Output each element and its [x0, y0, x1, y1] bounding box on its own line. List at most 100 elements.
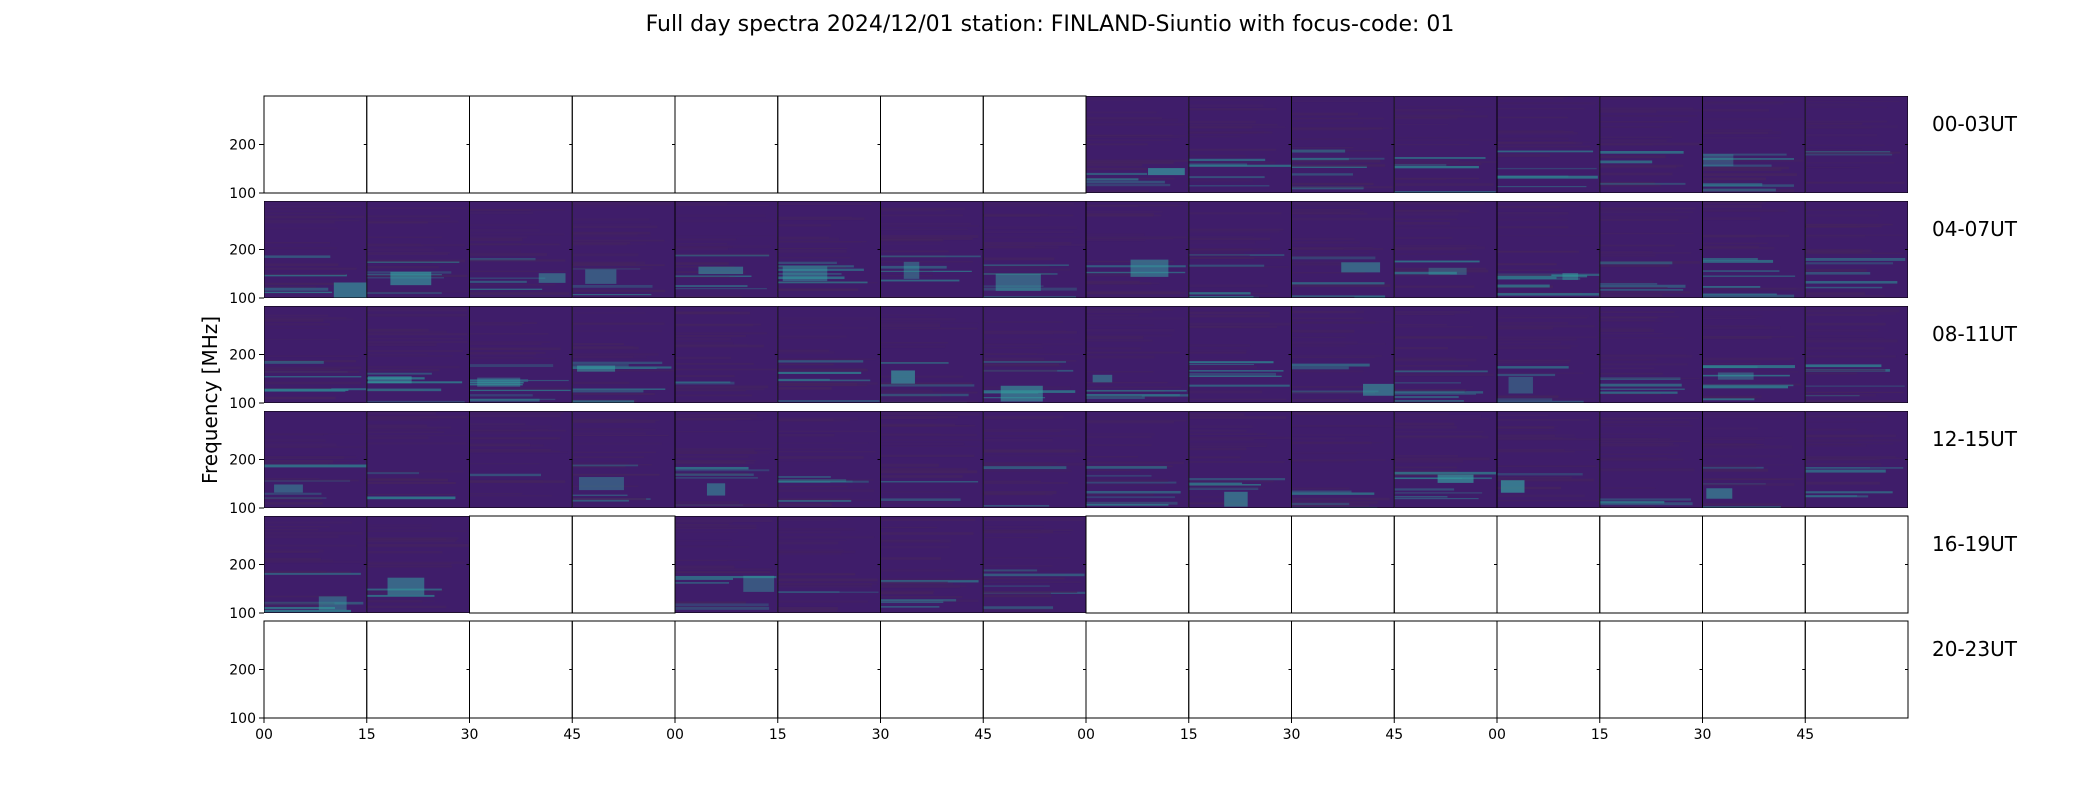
spectrum-streak — [264, 389, 349, 392]
row-label: 16-19UT — [1932, 532, 2018, 556]
spectrum-streak — [1188, 98, 1266, 101]
spectrum-streak — [264, 219, 360, 222]
spectrum-streak — [1599, 468, 1695, 472]
spectrum-streak — [777, 324, 843, 326]
spectrum-streak — [1599, 109, 1702, 112]
y-tick-label: 100 — [229, 501, 256, 517]
spectrum-streak — [880, 321, 941, 325]
spectrum-streak — [880, 481, 979, 483]
spectrum-streak — [1599, 367, 1655, 369]
spectrum-streak — [1599, 250, 1653, 253]
spectrum-streak — [572, 381, 630, 385]
spectrum-streak — [366, 220, 459, 223]
spectrum-streak — [1805, 106, 1888, 108]
panel-frame — [1291, 620, 1395, 719]
panel-background — [880, 516, 984, 613]
spectrum-panel — [1496, 620, 1601, 719]
spectrum-streak — [1497, 437, 1577, 440]
spectrum-streak — [777, 591, 879, 593]
spectrum-streak — [1599, 438, 1671, 441]
spectrum-streak — [1394, 144, 1470, 146]
panel-background — [1394, 201, 1497, 298]
spectrum-streak — [264, 559, 334, 563]
spectrum-streak — [1599, 150, 1684, 154]
spectrum-streak — [366, 538, 457, 541]
spectrum-streak — [366, 340, 468, 344]
spectrum-streak — [366, 215, 450, 218]
spectrum-streak — [1291, 210, 1364, 214]
spectrum-streak — [1805, 491, 1893, 494]
spectrum-streak — [880, 413, 980, 416]
spectrum-streak — [880, 260, 973, 263]
spectrum-streak — [572, 485, 639, 487]
spectrum-streak — [880, 545, 950, 549]
spectrum-streak — [264, 497, 327, 499]
spectrum-streak — [1086, 314, 1139, 317]
spectrum-streak — [1394, 269, 1489, 273]
spectrum-panel — [469, 306, 573, 403]
spectrum-streak — [1291, 272, 1366, 274]
spectrum-streak — [1599, 449, 1683, 452]
spectrum-streak — [1291, 146, 1354, 149]
spectrum-streak — [1188, 284, 1268, 288]
spectrum-streak — [1599, 172, 1673, 176]
spectrum-streak — [572, 400, 635, 403]
spectrum-streak — [1291, 441, 1372, 445]
spectrum-streak — [469, 451, 568, 454]
spectrum-streak — [1497, 145, 1591, 148]
spectrum-streak — [777, 241, 867, 243]
spectrum-streak — [1497, 315, 1590, 317]
panel-background — [675, 201, 778, 298]
spectrum-streak — [777, 368, 869, 372]
spectrum-streak — [777, 433, 835, 437]
spectrum-streak — [675, 381, 731, 384]
spectrum-streak — [1394, 396, 1459, 399]
spectrum-streak — [675, 448, 773, 450]
spectrum-panel — [1599, 306, 1703, 403]
spectrum-streak — [880, 270, 972, 272]
spectrum-streak — [469, 450, 560, 452]
spectrum-streak — [983, 257, 1055, 261]
spectrum-streak — [1394, 400, 1465, 403]
spectrum-panel — [1702, 411, 1806, 508]
spectrum-streak — [1394, 160, 1460, 162]
spectrum-streak — [675, 202, 728, 205]
panel-background — [1394, 306, 1497, 403]
spectrum-streak — [1291, 149, 1346, 153]
spectrum-streak — [1599, 283, 1658, 285]
spectrum-panel — [366, 306, 470, 403]
spectrum-streak — [880, 207, 966, 211]
spectrum-streak — [983, 417, 1054, 420]
spectrum-streak — [366, 221, 428, 224]
spectrum-streak — [469, 398, 540, 402]
spectrum-streak — [1086, 502, 1184, 504]
spectrum-streak — [264, 463, 329, 466]
spectrum-streak — [777, 500, 852, 502]
spectrum-streak — [675, 545, 728, 547]
spectrum-streak — [1702, 436, 1783, 439]
spectrum-streak — [366, 600, 423, 603]
spectrum-streak — [1702, 384, 1794, 387]
spectrum-streak — [1086, 371, 1154, 373]
spectrum-streak — [1394, 271, 1457, 275]
spectrum-streak — [366, 481, 456, 485]
spectrum-streak — [1497, 476, 1572, 479]
spectrum-streak — [1394, 313, 1455, 316]
spectrum-streak — [1394, 222, 1450, 225]
spectrum-streak — [1702, 242, 1768, 244]
spectrum-streak — [1497, 321, 1569, 325]
spectrum-streak — [1702, 315, 1763, 318]
spectrum-panel — [777, 95, 881, 194]
spectrum-panel — [1702, 620, 1806, 719]
spectrum-streak — [1291, 295, 1386, 298]
spectrum-streak — [572, 497, 647, 501]
spectrum-streak — [572, 428, 644, 430]
panel-background — [777, 411, 881, 508]
spectrum-streak — [1291, 117, 1384, 120]
spectrum-streak — [366, 350, 463, 352]
spectrum-panel — [1188, 201, 1292, 298]
spectrum-panel — [1086, 306, 1189, 403]
spectrum-panel — [983, 516, 1086, 613]
spectrum-streak — [777, 486, 848, 488]
spectrum-streak — [1599, 254, 1656, 257]
